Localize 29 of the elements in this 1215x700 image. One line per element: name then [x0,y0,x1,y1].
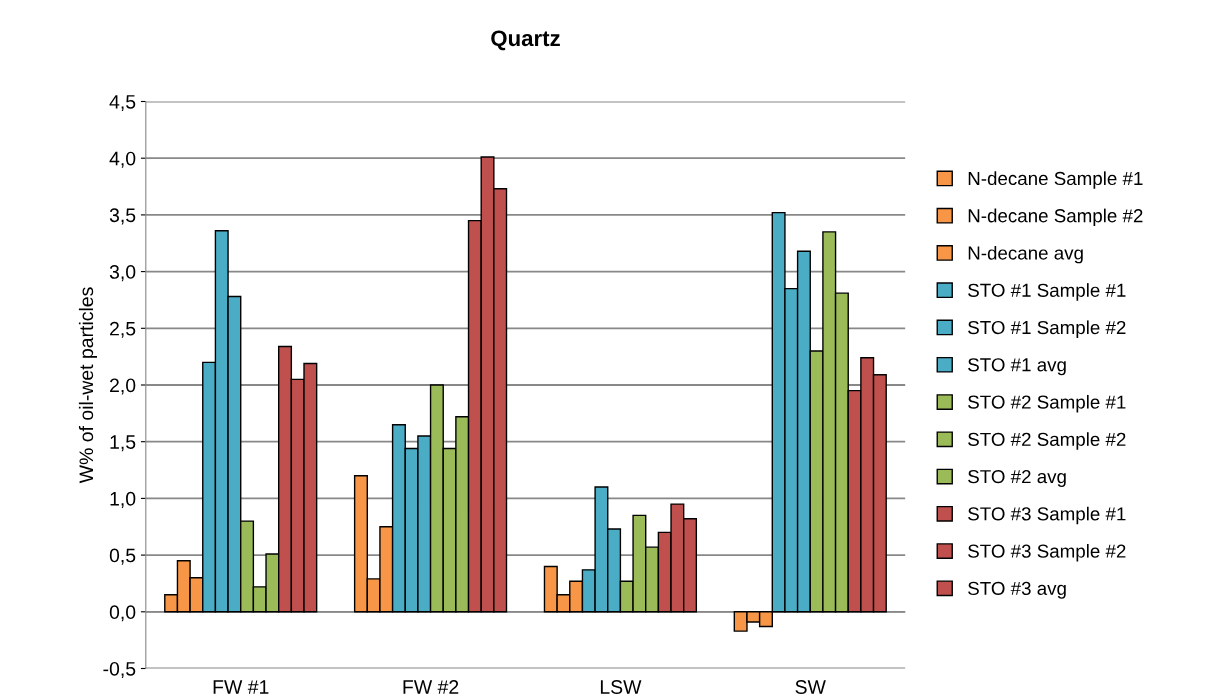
legend-label: STO #2 Sample #2 [968,432,1126,450]
legend-label: N-decane avg [968,245,1083,264]
legend-label: STO #2 Sample #1 [968,394,1126,413]
y-tick-label: 4,5 [109,95,136,112]
legend-label: STO #3 Sample #1 [968,506,1126,525]
chart-title: Quartz [491,30,560,51]
y-tick-label: 3,5 [109,208,136,225]
legend-label: STO #2 avg [968,469,1066,487]
legend-label: STO #3 avg [968,581,1066,599]
y-tick-label: 3,0 [109,265,136,282]
legend-label: STO #3 Sample #2 [968,544,1126,562]
legend-label: STO #1 avg [968,358,1066,376]
legend-label: N-decane Sample #2 [968,208,1143,227]
y-tick-label: 2,0 [110,378,136,395]
y-tick-label: 1,5 [110,435,136,452]
y-tick-label: 2,5 [110,321,136,338]
y-tick-label: 0,5 [109,548,136,565]
legend-label: N-decane Sample #1 [968,171,1143,189]
x-tick-label: FW #2 [403,680,459,694]
x-tick-label: LSW [600,680,642,694]
x-tick-label: FW #1 [213,680,269,694]
y-axis-title: W% of oil-wet particles [78,287,98,484]
y-tick-label: 0,0 [109,605,136,622]
y-tick-label: 4,0 [109,151,136,168]
y-tick-label: 1,0 [110,491,136,508]
legend-label: STO #1 Sample #1 [968,283,1126,301]
y-tick-label: -0,5 [103,661,136,679]
x-tick-label: SW [795,680,826,694]
legend-label: STO #1 Sample #2 [968,320,1126,338]
